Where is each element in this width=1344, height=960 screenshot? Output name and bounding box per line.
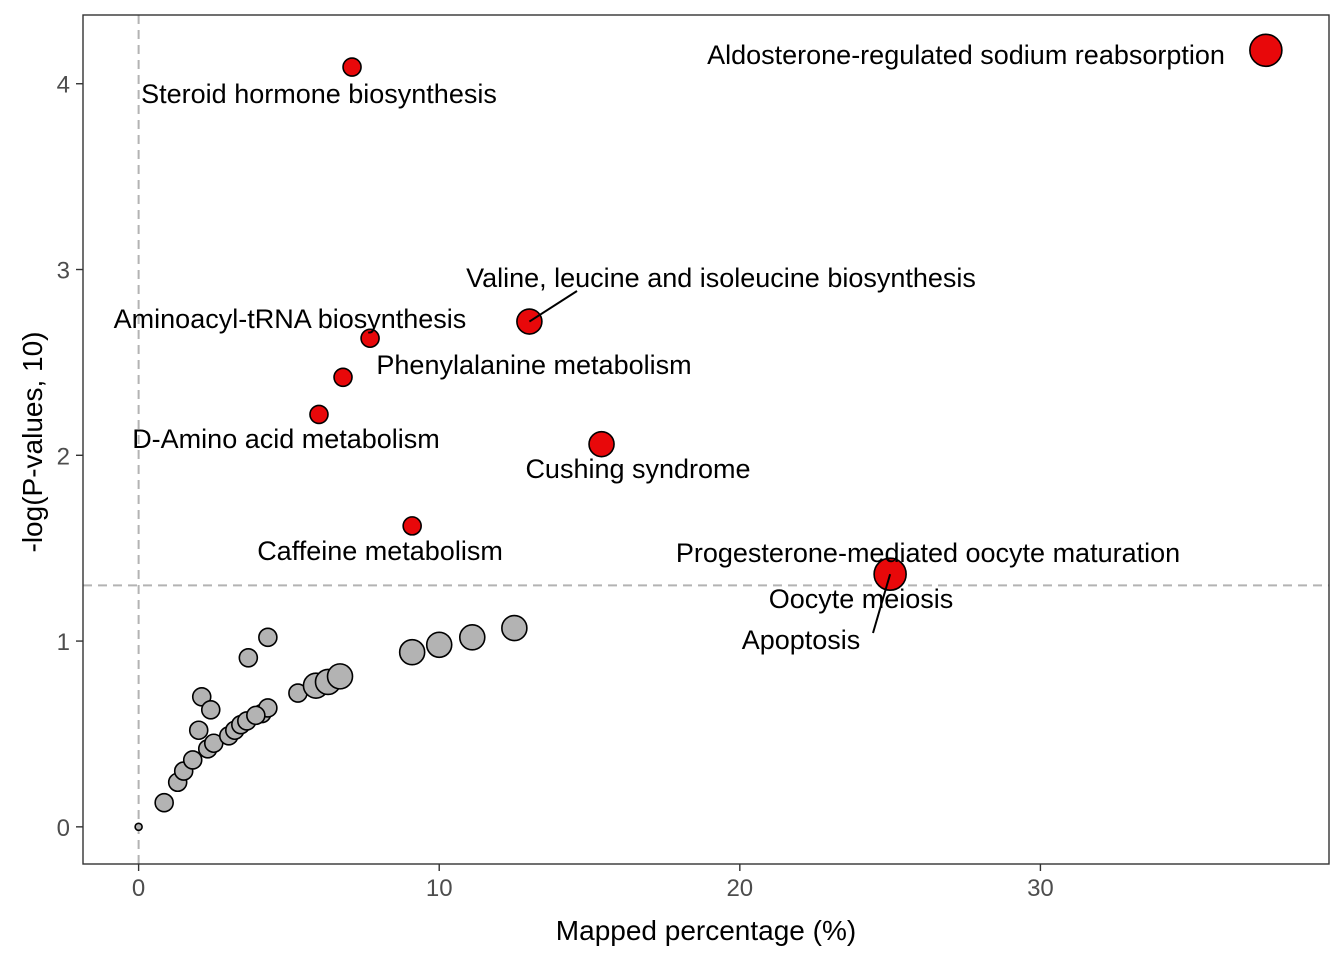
point-label: Valine, leucine and isoleucine biosynthe… — [466, 263, 976, 293]
point-label: Aminoacyl-tRNA biosynthesis — [114, 304, 467, 334]
x-axis-tick-label: 30 — [1027, 875, 1054, 902]
y-axis-tick-label: 2 — [57, 443, 70, 470]
x-axis-tick-label: 10 — [426, 875, 453, 902]
y-axis-tick-label: 3 — [57, 258, 70, 285]
x-axis-tick-label: 0 — [132, 875, 145, 902]
data-point-non-significant — [182, 750, 203, 770]
data-point-non-significant — [246, 705, 266, 726]
x-axis-tick-label: 20 — [726, 875, 753, 902]
data-point-significant — [1249, 33, 1283, 68]
non-significant-points — [134, 614, 528, 832]
data-point-non-significant — [188, 720, 209, 741]
data-point-significant — [342, 57, 362, 77]
point-label: Oocyte meiosis — [769, 584, 954, 614]
data-point-non-significant — [154, 792, 174, 813]
y-axis-tick-label: 4 — [57, 72, 70, 99]
label-leader-lines — [528, 290, 892, 634]
data-point-non-significant — [134, 822, 143, 832]
x-axis: 0 10 20 30 — [132, 864, 1054, 902]
data-point-non-significant — [425, 631, 453, 659]
data-point-non-significant — [200, 700, 221, 720]
point-label: Progesterone-mediated oocyte maturation — [676, 538, 1180, 568]
panel-border — [82, 14, 1330, 865]
data-point-non-significant — [326, 663, 354, 690]
data-point-non-significant — [458, 624, 486, 651]
point-label: D-Amino acid metabolism — [132, 424, 440, 454]
data-point-non-significant — [258, 627, 278, 648]
label-leader-line — [528, 290, 578, 323]
x-axis-title: Mapped percentage (%) — [556, 915, 856, 946]
y-axis-tick-label: 1 — [57, 629, 70, 656]
point-label: Apoptosis — [742, 625, 861, 655]
y-axis-tick-label: 0 — [57, 815, 70, 842]
data-point-non-significant — [238, 647, 259, 668]
point-label: Steroid hormone biosynthesis — [141, 79, 497, 109]
point-label: Phenylalanine metabolism — [376, 350, 691, 380]
threshold-lines — [83, 15, 1329, 864]
data-point-significant — [309, 404, 329, 425]
point-labels: Aldosterone-regulated sodium reabsorptio… — [114, 40, 1225, 655]
y-axis: 0 1 2 3 4 — [57, 72, 83, 842]
data-point-significant — [588, 430, 615, 458]
label-leader-line — [872, 573, 892, 634]
point-label: Aldosterone-regulated sodium reabsorptio… — [707, 40, 1225, 70]
y-axis-title: -log(P-values, 10) — [17, 332, 48, 553]
data-point-non-significant — [501, 614, 528, 642]
data-point-non-significant — [398, 638, 426, 666]
data-point-significant — [333, 367, 353, 388]
point-label: Caffeine metabolism — [257, 536, 503, 566]
data-point-significant — [360, 328, 380, 349]
point-label: Cushing syndrome — [525, 454, 750, 484]
data-point-significant — [402, 516, 422, 536]
